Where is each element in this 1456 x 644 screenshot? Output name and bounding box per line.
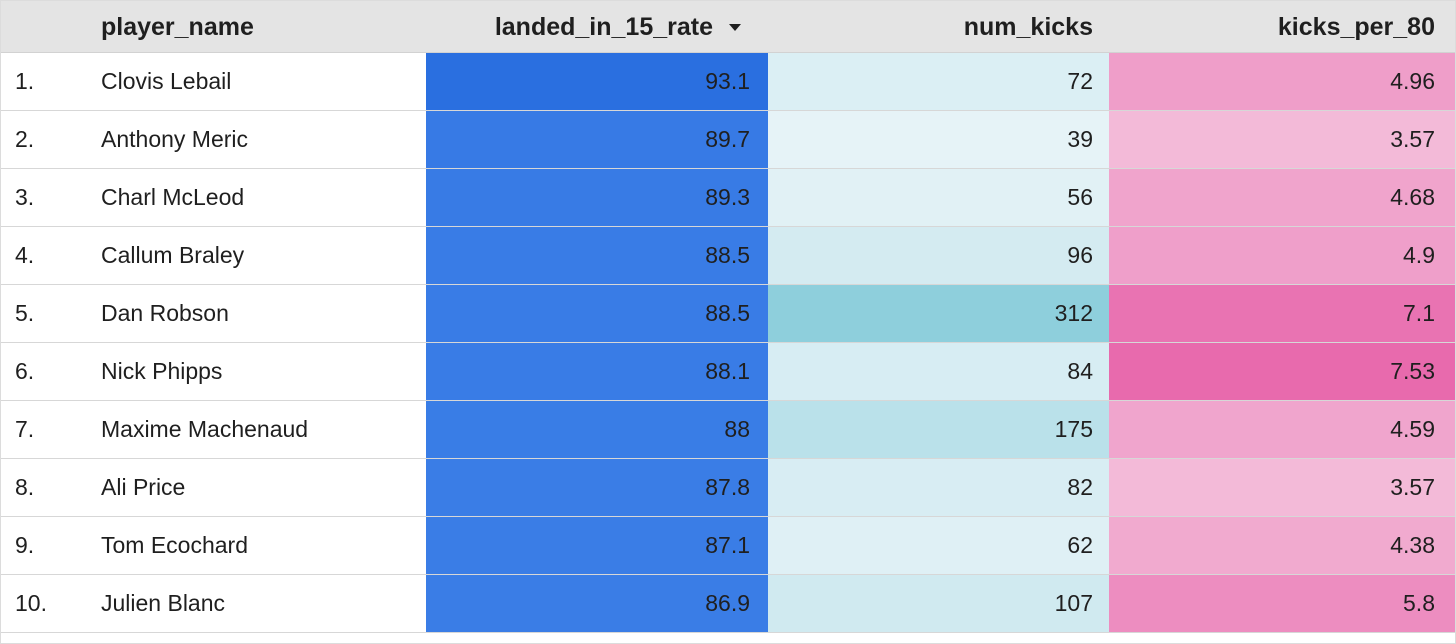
kicks-per-80-cell: 7.53 [1109, 343, 1455, 400]
player-name-cell: Clovis Lebail [101, 68, 232, 94]
kicks-per-80-cell: 4.38 [1109, 517, 1455, 574]
player-name-cell: Callum Braley [101, 242, 245, 268]
table-row[interactable]: 5. Dan Robson 88.5 312 7.1 [1, 285, 1455, 343]
num-kicks-cell: 62 [768, 517, 1109, 574]
landed-in-15-rate-cell: 88.5 [426, 227, 768, 284]
num-kicks-cell: 82 [768, 459, 1109, 516]
num-kicks-cell: 175 [768, 401, 1109, 458]
player-name-cell: Tom Ecochard [101, 532, 249, 558]
column-header-landed-in-15-rate[interactable]: landed_in_15_rate [494, 13, 713, 41]
kicks-per-80-cell: 5.8 [1109, 575, 1455, 632]
num-kicks-cell: 72 [768, 53, 1109, 110]
kicks-per-80-cell: 4.68 [1109, 169, 1455, 226]
row-index: 3. [15, 184, 35, 210]
table-row[interactable]: 8. Ali Price 87.8 82 3.57 [1, 459, 1455, 517]
table-row[interactable]: 9. Tom Ecochard 87.1 62 4.38 [1, 517, 1455, 575]
landed-in-15-rate-cell: 88.5 [426, 285, 768, 342]
kicks-per-80-cell: 7.1 [1109, 285, 1455, 342]
landed-in-15-rate-cell: 89.3 [426, 169, 768, 226]
player-name-cell: Charl McLeod [101, 184, 245, 210]
table-row[interactable]: 1. Clovis Lebail 93.1 72 4.96 [1, 53, 1455, 111]
player-name-cell: Dan Robson [101, 300, 229, 326]
row-index: 7. [15, 416, 35, 442]
table-body: 1. Clovis Lebail 93.1 72 4.96 2. Anthony Meric… [1, 53, 1455, 633]
table-row[interactable]: 2. Anthony Meric 89.7 39 3.57 [1, 111, 1455, 169]
player-name-cell: Anthony Meric [101, 126, 249, 152]
num-kicks-cell: 39 [768, 111, 1109, 168]
row-index: 2. [15, 126, 35, 152]
table-row[interactable]: 3. Charl McLeod 89.3 56 4.68 [1, 169, 1455, 227]
num-kicks-cell: 56 [768, 169, 1109, 226]
column-header-num-kicks[interactable]: num_kicks [963, 13, 1093, 41]
kicks-per-80-cell: 4.9 [1109, 227, 1455, 284]
row-index: 6. [15, 358, 35, 384]
landed-in-15-rate-cell: 88.1 [426, 343, 768, 400]
landed-in-15-rate-cell: 87.8 [426, 459, 768, 516]
landed-in-15-rate-cell: 88 [426, 401, 768, 458]
table-row[interactable]: 6. Nick Phipps 88.1 84 7.53 [1, 343, 1455, 401]
player-name-cell: Julien Blanc [101, 590, 226, 616]
row-index: 8. [15, 474, 35, 500]
sort-descending-icon[interactable] [729, 24, 741, 31]
column-header-player-name[interactable]: player_name [101, 13, 254, 41]
landed-in-15-rate-cell: 89.7 [426, 111, 768, 168]
table-row[interactable]: 7. Maxime Machenaud 88 175 4.59 [1, 401, 1455, 459]
row-index: 9. [15, 532, 35, 558]
row-index: 10. [15, 590, 47, 616]
column-header-kicks-per-80[interactable]: kicks_per_80 [1277, 13, 1435, 41]
kicks-per-80-cell: 3.57 [1109, 459, 1455, 516]
row-index: 4. [15, 242, 35, 268]
num-kicks-cell: 84 [768, 343, 1109, 400]
num-kicks-cell: 312 [768, 285, 1109, 342]
num-kicks-cell: 107 [768, 575, 1109, 632]
row-index: 5. [15, 300, 35, 326]
kicks-per-80-cell: 3.57 [1109, 111, 1455, 168]
table-row[interactable]: 4. Callum Braley 88.5 96 4.9 [1, 227, 1455, 285]
player-name-cell: Maxime Machenaud [101, 416, 309, 442]
kicks-per-80-cell: 4.59 [1109, 401, 1455, 458]
landed-in-15-rate-cell: 87.1 [426, 517, 768, 574]
landed-in-15-rate-cell: 93.1 [426, 53, 768, 110]
num-kicks-cell: 96 [768, 227, 1109, 284]
row-index: 1. [15, 68, 35, 94]
landed-in-15-rate-cell: 86.9 [426, 575, 768, 632]
player-name-cell: Ali Price [101, 474, 186, 500]
table-row[interactable]: 10. Julien Blanc 86.9 107 5.8 [1, 575, 1455, 633]
table-header: player_name landed_in_15_rate num_kicks … [1, 1, 1455, 53]
kicks-per-80-cell: 4.96 [1109, 53, 1455, 110]
player-name-cell: Nick Phipps [101, 358, 223, 384]
